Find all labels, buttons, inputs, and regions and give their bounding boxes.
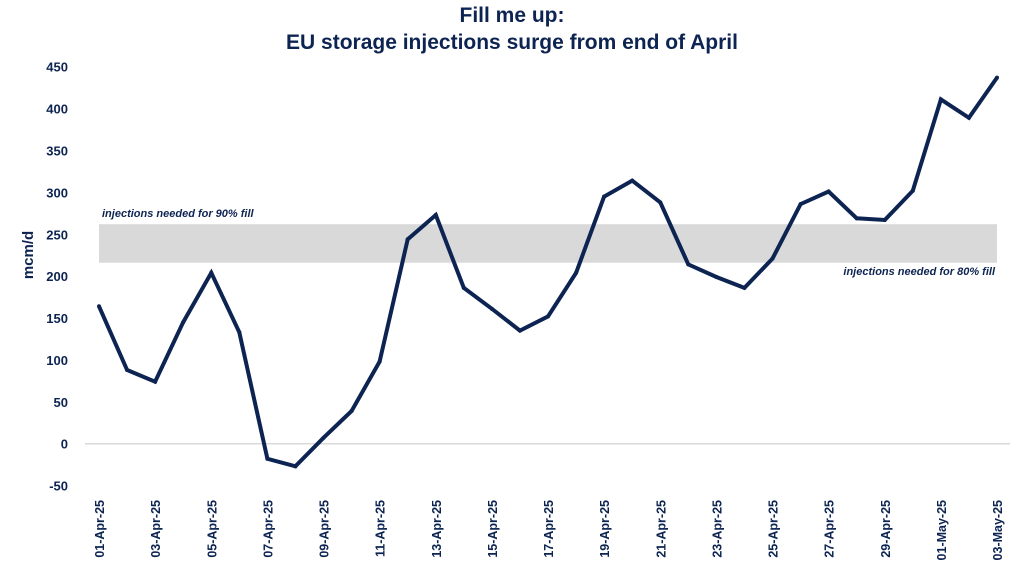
x-tick-label: 15-Apr-25 (486, 500, 500, 558)
data-point (686, 262, 691, 267)
x-tick-label: 13-Apr-25 (430, 500, 444, 558)
y-tick-label: 150 (46, 311, 68, 326)
y-tick-label: 300 (46, 185, 68, 200)
x-tick-label: 23-Apr-25 (710, 500, 724, 558)
y-tick-label: 200 (46, 269, 68, 284)
subtitle-line: EU storage injections surge from end of … (286, 31, 738, 54)
x-tick-label: 19-Apr-25 (598, 500, 612, 558)
chart-title: Fill me up: EU storage injections surge … (0, 2, 1024, 56)
data-point (125, 367, 130, 372)
x-tick-label: 07-Apr-25 (261, 500, 275, 558)
y-tick-label: 350 (46, 143, 68, 158)
data-point (798, 202, 803, 207)
data-point (546, 314, 550, 319)
x-tick-label: 03-Apr-25 (149, 500, 163, 558)
data-point (742, 285, 747, 290)
y-tick-label: 100 (46, 353, 68, 368)
x-tick-label: 25-Apr-25 (767, 500, 781, 558)
data-point (181, 320, 186, 325)
title-line: Fill me up: (459, 4, 565, 27)
data-point (377, 359, 382, 364)
data-point (826, 189, 831, 194)
y-tick-label: 450 (46, 60, 68, 75)
data-point (517, 328, 522, 333)
data-point (854, 216, 859, 221)
data-point (461, 285, 466, 290)
x-tick-label: 01-Apr-25 (93, 500, 107, 558)
y-axis-label: mcm/d (20, 231, 37, 279)
y-tick-label: 50 (54, 395, 68, 410)
data-point (658, 200, 663, 205)
data-point (770, 256, 775, 261)
x-tick-label: 17-Apr-25 (542, 500, 556, 558)
target-band (99, 224, 997, 263)
x-tick-label: 05-Apr-25 (205, 500, 219, 558)
data-point (489, 306, 494, 311)
data-point (293, 464, 298, 469)
y-tick-label: 400 (46, 102, 68, 117)
data-point (966, 115, 971, 120)
data-point (97, 304, 101, 309)
x-tick-label: 29-Apr-25 (879, 500, 893, 558)
data-point (910, 188, 915, 193)
data-point (602, 194, 607, 199)
data-point (265, 456, 270, 461)
x-tick-label: 11-Apr-25 (374, 500, 388, 557)
x-tick-label: 27-Apr-25 (823, 500, 837, 558)
data-point (349, 409, 354, 414)
y-tick-label: 0 (61, 437, 68, 452)
annotation-80: injections needed for 80% fill (843, 266, 996, 278)
data-point (321, 435, 326, 440)
x-tick-label: 09-Apr-25 (318, 500, 332, 558)
data-point (153, 379, 158, 384)
data-point (630, 178, 635, 183)
data-point (995, 75, 999, 80)
x-tick-label: 21-Apr-25 (654, 500, 668, 558)
y-tick-label: -50 (49, 479, 68, 494)
data-point (405, 237, 410, 242)
data-point (237, 330, 242, 335)
x-tick-label: 03-May-25 (991, 500, 1005, 560)
data-point (938, 97, 943, 102)
data-point (574, 270, 579, 275)
data-point (882, 218, 887, 223)
x-tick-label: 01-May-25 (935, 500, 949, 560)
data-point (714, 274, 719, 279)
data-point (433, 212, 438, 217)
y-tick-label: 250 (46, 227, 68, 242)
data-point (209, 270, 214, 275)
annotation-90: injections needed for 90% fill (102, 208, 255, 220)
